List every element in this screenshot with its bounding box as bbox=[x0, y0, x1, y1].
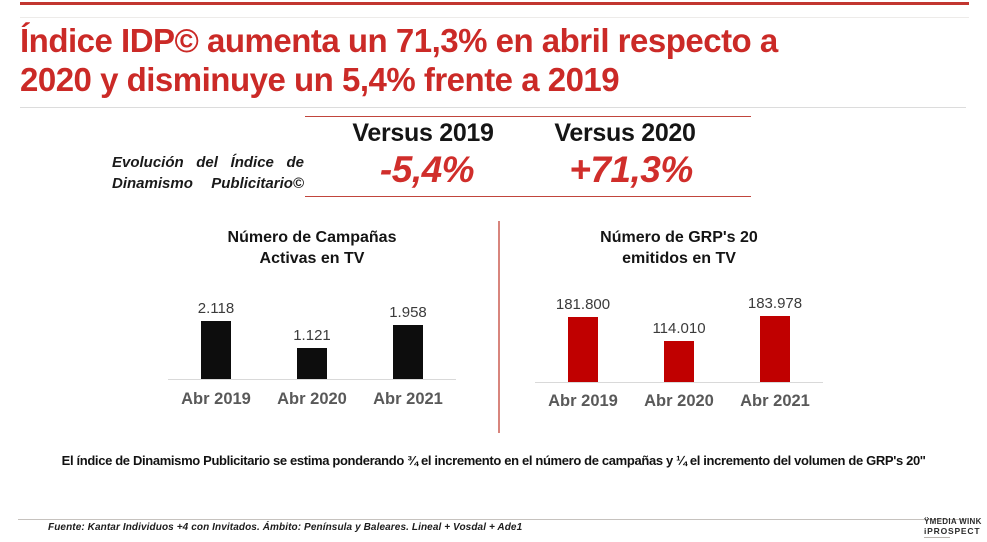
bar-value-label: 181.800 bbox=[555, 296, 611, 313]
versus-rule-bottom bbox=[305, 196, 751, 197]
grps-chart-title: Número de GRP's 20 emitidos en TV bbox=[535, 227, 823, 269]
agency-logo-line1: ŸMEDIA WINK bbox=[924, 517, 982, 526]
versus-2019-header: Versus 2019 bbox=[352, 119, 494, 147]
category-label: Abr 2019 bbox=[548, 392, 618, 410]
category-label: Abr 2020 bbox=[277, 390, 347, 408]
page-title-line1: Índice IDP© aumenta un 71,3% en abril re… bbox=[20, 22, 778, 59]
bar bbox=[393, 325, 423, 379]
index-evolution-label-line2: Dinamismo Publicitario© bbox=[112, 175, 304, 192]
bar-value-label: 2.118 bbox=[197, 300, 235, 317]
grps-chart-title-line1: Número de GRP's 20 bbox=[600, 229, 758, 246]
versus-rule-top bbox=[305, 116, 751, 117]
top-accent-rule bbox=[20, 2, 969, 5]
grps-bar-chart: 181.800 114.010 183.978 bbox=[535, 291, 823, 383]
decorative-rule bbox=[20, 17, 969, 18]
bar-group: 1.958 bbox=[360, 304, 456, 379]
grps-chart-title-line2: emitidos en TV bbox=[622, 250, 736, 268]
agency-logo-mark bbox=[924, 537, 950, 539]
chart-divider-rule bbox=[498, 221, 500, 433]
agency-logo: ŸMEDIA WINK iPROSPECT bbox=[924, 517, 982, 539]
bar-value-label: 114.010 bbox=[652, 320, 706, 337]
category-label: Abr 2021 bbox=[740, 392, 810, 410]
bar bbox=[664, 341, 694, 382]
agency-logo-line2: iPROSPECT bbox=[924, 525, 981, 536]
footer-divider bbox=[18, 519, 966, 520]
grps-chart-categories: Abr 2019 Abr 2020 Abr 2021 bbox=[535, 392, 823, 411]
title-divider bbox=[20, 107, 966, 108]
category-label: Abr 2019 bbox=[181, 390, 251, 408]
index-evolution-label-line1: Evolución del Índice de bbox=[112, 154, 304, 171]
page-title-line2: 2020 y disminuye un 5,4% frente a 2019 bbox=[20, 60, 620, 98]
campaigns-bar-chart: 2.118 1.121 1.958 bbox=[168, 291, 456, 380]
bar-group: 114.010 bbox=[631, 320, 727, 382]
category-label: Abr 2021 bbox=[373, 390, 443, 408]
bar bbox=[568, 317, 598, 382]
bar-group: 1.121 bbox=[264, 327, 360, 379]
bar-value-label: 1.121 bbox=[293, 327, 331, 344]
campaigns-chart-title-line1: Número de Campañas bbox=[227, 229, 397, 246]
versus-2020-value: +71,3% bbox=[569, 149, 693, 190]
campaigns-chart-categories: Abr 2019 Abr 2020 Abr 2021 bbox=[168, 390, 456, 409]
bar-value-label: 183.978 bbox=[747, 295, 803, 312]
bar-group: 2.118 bbox=[168, 300, 264, 379]
index-evolution-label: Evolución del Índice de Dinamismo Public… bbox=[112, 152, 304, 194]
versus-2020-header: Versus 2020 bbox=[554, 119, 696, 147]
source-note: Fuente: Kantar Individuos +4 con Invitad… bbox=[48, 522, 523, 533]
campaigns-chart-title-line2: Activas en TV bbox=[259, 250, 365, 268]
bar-group: 181.800 bbox=[535, 296, 631, 382]
campaigns-chart-title: Número de Campañas Activas en TV bbox=[168, 227, 456, 269]
bar bbox=[201, 321, 231, 379]
versus-2019-value: -5,4% bbox=[379, 149, 475, 190]
bar-group: 183.978 bbox=[727, 295, 823, 382]
page-title: Índice IDP© aumenta un 71,3% en abril re… bbox=[20, 22, 950, 99]
bar-value-label: 1.958 bbox=[389, 304, 427, 321]
category-label: Abr 2020 bbox=[644, 392, 714, 410]
bar bbox=[297, 348, 327, 379]
bar bbox=[760, 316, 790, 382]
methodology-footnote: El índice de Dinamismo Publicitario se e… bbox=[61, 453, 926, 468]
